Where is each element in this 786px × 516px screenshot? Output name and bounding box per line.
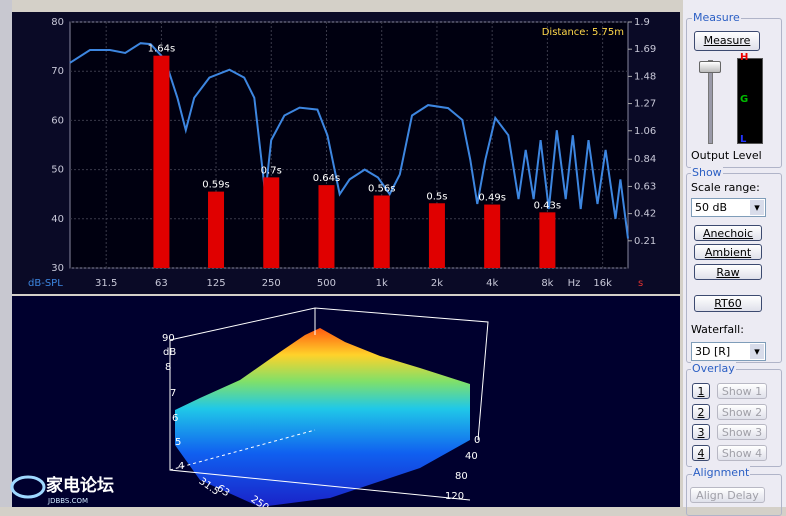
x-tick-label: 4k: [486, 278, 498, 289]
scale-range-label: Scale range:: [691, 181, 760, 194]
raw-button[interactable]: Raw: [694, 264, 762, 280]
bar-label: 0.43s: [534, 200, 561, 211]
y2-axis-label: s: [638, 278, 643, 289]
overlay-show-button[interactable]: Show 1: [717, 383, 767, 399]
y2-tick-label: 1.27: [634, 99, 656, 110]
y-tick-label: 30: [51, 263, 64, 274]
bar-label: 1.64s: [148, 44, 175, 55]
control-panel: Measure Measure H G L Output Level Show …: [683, 0, 786, 516]
x-tick-label: 63: [155, 278, 168, 289]
meter-high: H: [740, 52, 749, 63]
y-tick-label: 50: [51, 165, 64, 176]
bar-label: 0.64s: [313, 173, 340, 184]
waterfall-level-label: 7: [170, 388, 176, 399]
y2-tick-label: 0.63: [634, 181, 656, 192]
y-tick-label: 80: [51, 17, 64, 28]
y-axis-label: dB-SPL: [28, 278, 63, 289]
x-tick-label: 500: [317, 278, 336, 289]
waterfall-level-label: dB: [163, 347, 176, 358]
bar-label: 0.49s: [478, 193, 505, 204]
x-tick-label: 2k: [431, 278, 443, 289]
rt60-bar: [263, 177, 280, 268]
watermark-site: JDBBS.COM: [47, 497, 88, 505]
x-tick-label: 250: [262, 278, 281, 289]
y2-tick-label: 0.84: [634, 154, 656, 165]
x-tick-label: 125: [206, 278, 225, 289]
y-tick-label: 70: [51, 66, 64, 77]
logo: [10, 475, 46, 499]
rt60-button[interactable]: RT60: [694, 295, 762, 312]
x-axis-label: Hz: [568, 278, 581, 289]
x-tick-label: 1k: [376, 278, 388, 289]
waterfall-frame: [169, 429, 316, 471]
annotation: Distance: 5.75m: [542, 27, 624, 38]
waterfall-surface: [175, 328, 470, 507]
left-strip: [0, 0, 12, 507]
overlay-number-button[interactable]: 3: [692, 424, 710, 440]
watermark-title: 家电论坛: [46, 475, 114, 496]
output-level-label: Output Level: [691, 149, 762, 162]
bar-label: 0.7s: [261, 165, 282, 176]
waterfall-level-label: 4: [178, 461, 184, 472]
group-title: Measure: [692, 11, 741, 24]
overlay-number-button[interactable]: 2: [692, 403, 710, 420]
waterfall-level-label: 90: [162, 333, 175, 344]
rt60-bar: [484, 204, 501, 268]
y-tick-label: 40: [51, 214, 64, 225]
waterfall-time-label: 120: [445, 491, 464, 502]
group-title: Alignment: [692, 466, 751, 479]
rt60-bar: [153, 55, 170, 268]
waterfall-time-label: 0: [474, 435, 480, 446]
slider-thumb[interactable]: [699, 61, 721, 73]
watermark: 家电论坛 JDBBS.COM: [10, 475, 114, 505]
charts: 3040506070800.210.420.630.841.061.271.48…: [0, 0, 680, 507]
level-meter: [737, 58, 763, 144]
waterfall-label: Waterfall:: [691, 323, 744, 336]
overlay-number-button[interactable]: 4: [692, 444, 710, 461]
x-tick-label: 8k: [541, 278, 553, 289]
group-title: Overlay: [691, 362, 736, 375]
rt60-bar: [373, 195, 390, 268]
waterfall-level-label: 8: [165, 362, 171, 373]
y2-tick-label: 0.42: [634, 209, 656, 220]
bar-label: 0.59s: [202, 180, 229, 191]
overlay-show-button[interactable]: Show 4: [717, 444, 767, 461]
rt60-bar: [318, 185, 335, 268]
measure-button[interactable]: Measure: [694, 31, 760, 51]
rt60-bar: [208, 191, 225, 268]
y-tick-label: 60: [51, 115, 64, 126]
bar-label: 0.5s: [426, 191, 447, 202]
scale-select[interactable]: 50 dB: [691, 198, 766, 217]
align-delay-button[interactable]: Align Delay: [690, 487, 765, 503]
anechoic-button[interactable]: Anechoic: [694, 225, 762, 241]
meter-good: G: [740, 94, 749, 105]
response-line: [69, 42, 629, 239]
group-title: Show: [691, 166, 723, 179]
y2-tick-label: 1.69: [634, 44, 656, 55]
y2-tick-label: 1.48: [634, 71, 656, 82]
waterfall-select[interactable]: 3D [R]: [691, 342, 766, 361]
ambient-button[interactable]: Ambient: [694, 244, 762, 260]
waterfall-level-label: 5: [175, 437, 181, 448]
waterfall-frame: [169, 307, 489, 441]
rt60-bar: [428, 203, 445, 268]
x-tick-label: 31.5: [95, 278, 117, 289]
x-tick-label: 16k: [593, 278, 612, 289]
rt60-bar: [539, 212, 556, 268]
waterfall-time-label: 80: [455, 471, 468, 482]
frequency-chart: 30 40 50 60 70 80 0.21 0.42 0.63 0.84 1.06 1.27 1.48…: [28, 17, 656, 289]
slider-track: [708, 60, 713, 144]
meter-low: L: [740, 134, 747, 145]
waterfall-time-label: 40: [465, 451, 478, 462]
y2-tick-label: 1.06: [634, 126, 656, 137]
y2-tick-label: 1.9: [634, 17, 650, 28]
overlay-show-button[interactable]: Show 2: [717, 403, 767, 420]
y2-tick-label: 0.21: [634, 236, 656, 247]
overlay-number-button[interactable]: 1: [692, 383, 710, 399]
waterfall-level-label: 6: [172, 413, 178, 424]
overlay-show-button[interactable]: Show 3: [717, 424, 767, 440]
bar-label: 0.56s: [368, 183, 395, 194]
